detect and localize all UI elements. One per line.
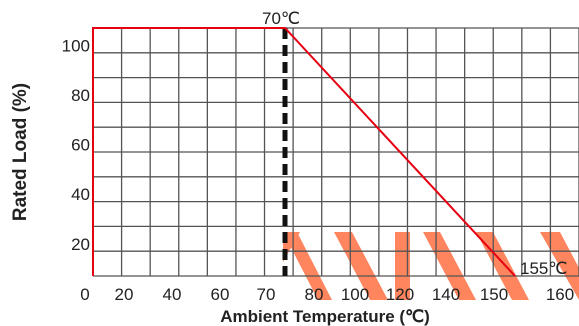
y-axis-label: Rated Load (%) <box>10 83 31 221</box>
y-tick-label: 20 <box>71 235 90 254</box>
x-tick-label: 80 <box>305 285 324 304</box>
y-tick-label: 40 <box>71 185 90 204</box>
x-tick-label: 100 <box>341 285 369 304</box>
x-tick-label: 40 <box>163 285 182 304</box>
x-tick-label: 0 <box>80 285 89 304</box>
x-tick-label: 160 <box>546 285 574 304</box>
grid <box>92 27 579 277</box>
y-tick-label: 100 <box>62 36 90 55</box>
y-tick-label: 60 <box>71 136 90 155</box>
x-axis-label: Ambient Temperature (℃) <box>220 307 430 326</box>
x-tick-label: 140 <box>432 285 460 304</box>
series-line-rated-load <box>92 27 516 277</box>
x-tick-label: 120 <box>386 285 414 304</box>
x-tick-label: 20 <box>115 285 134 304</box>
y-tick-label: 80 <box>71 86 90 105</box>
x-tick-label: 60 <box>211 285 230 304</box>
x-tick-label: 70 <box>257 285 276 304</box>
x-tick-label: 150 <box>480 285 508 304</box>
annotation-70c: 70℃ <box>262 9 300 28</box>
annotation-155c: 155℃ <box>520 259 567 278</box>
